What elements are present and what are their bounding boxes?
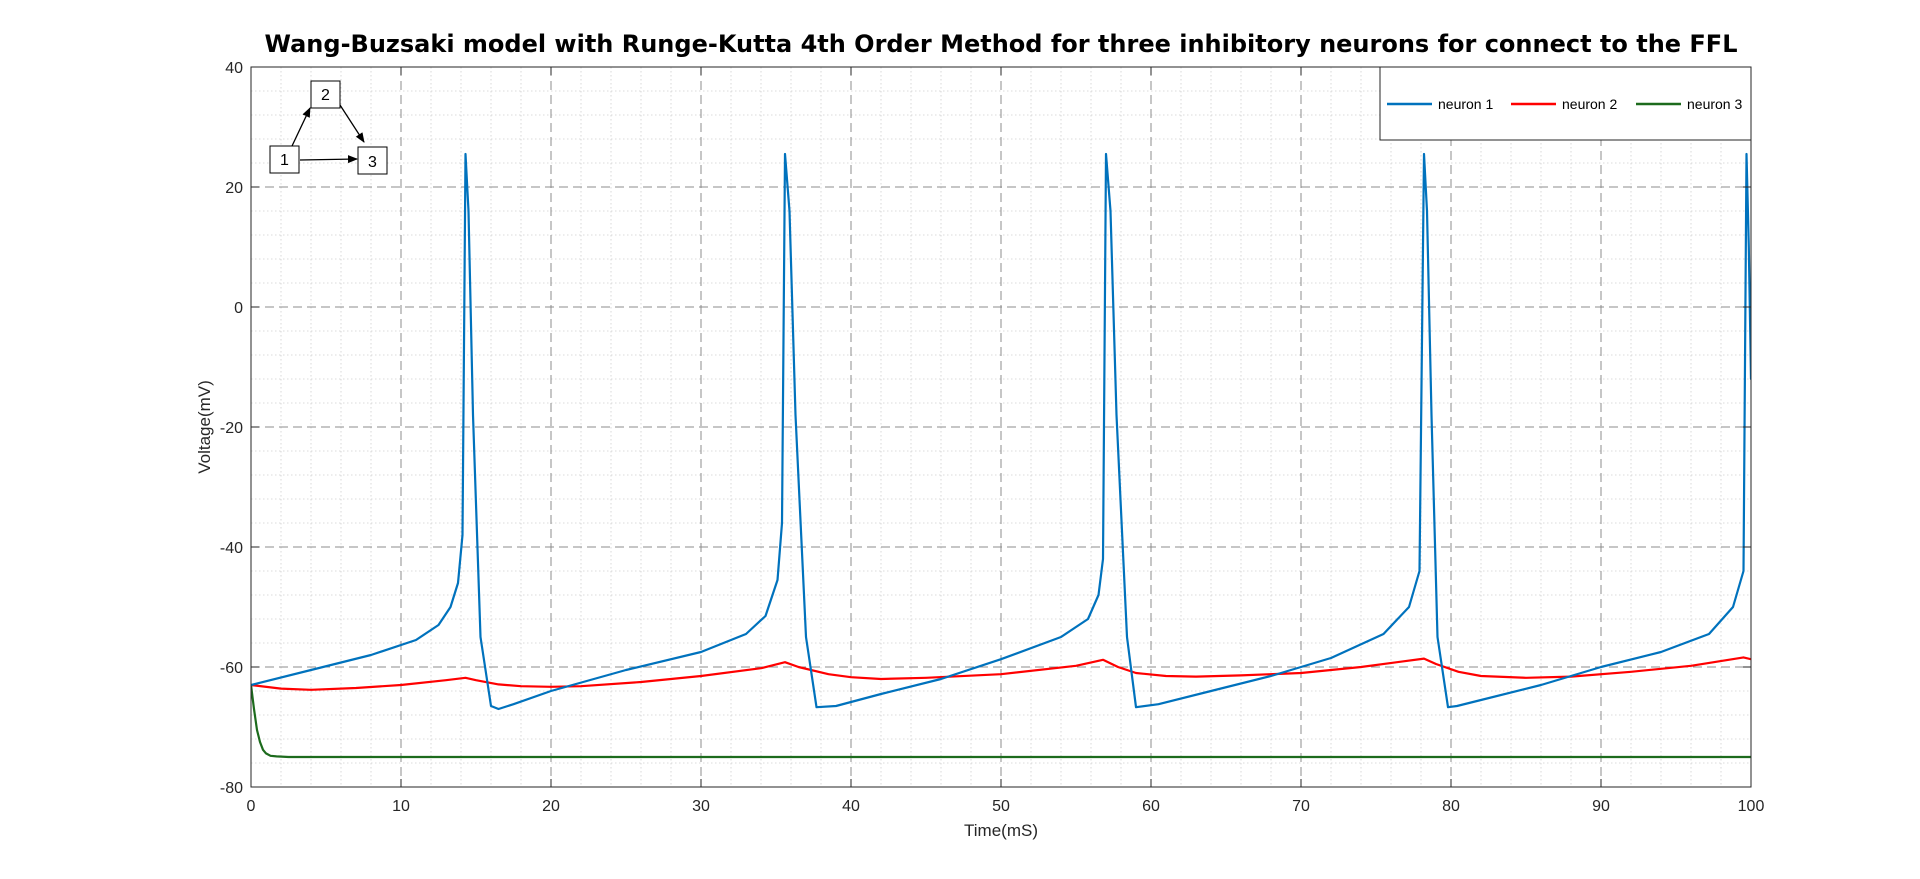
network-inset-diagram: 1 2 3 <box>269 80 388 175</box>
chart-title: Wang-Buzsaki model with Runge-Kutta 4th … <box>264 30 1737 58</box>
legend-label-neuron-1: neuron 1 <box>1438 96 1493 112</box>
series-line-neuron-1 <box>251 152 1751 711</box>
x-tick-label: 90 <box>1592 798 1610 815</box>
y-axis-label: Voltage(mV) <box>195 380 214 474</box>
y-tick-label: 0 <box>234 300 243 317</box>
series-lines <box>251 152 1751 759</box>
edge-1-to-2 <box>291 107 311 147</box>
x-tick-label: 100 <box>1738 798 1765 815</box>
legend-box <box>1379 66 1752 141</box>
x-tick-label: 0 <box>247 798 256 815</box>
x-tick-label: 80 <box>1442 798 1460 815</box>
legend: neuron 1 neuron 2 neuron 3 <box>1379 66 1752 141</box>
node-box-1 <box>269 145 300 174</box>
y-tick-label: 40 <box>225 60 243 77</box>
node-label-2: 2 <box>321 87 330 104</box>
x-tick-label: 60 <box>1142 798 1160 815</box>
y-tick-label: -60 <box>220 660 243 677</box>
legend-label-neuron-2: neuron 2 <box>1562 96 1617 112</box>
x-tick-labels: 0 10 20 30 40 50 60 70 80 90 100 <box>247 798 1765 815</box>
node-label-3: 3 <box>368 154 377 171</box>
x-tick-label: 30 <box>692 798 710 815</box>
y-tick-label: 20 <box>225 180 243 197</box>
y-tick-label: -20 <box>220 420 243 437</box>
y-tick-label: -80 <box>220 780 243 797</box>
x-tick-label: 50 <box>992 798 1010 815</box>
x-axis-label: Time(mS) <box>964 821 1038 840</box>
node-label-1: 1 <box>280 152 289 169</box>
y-tick-label: -40 <box>220 540 243 557</box>
x-tick-label: 70 <box>1292 798 1310 815</box>
x-tick-label: 10 <box>392 798 410 815</box>
x-tick-label: 40 <box>842 798 860 815</box>
x-tick-label: 20 <box>542 798 560 815</box>
node-box-3 <box>357 146 388 175</box>
edge-1-to-3 <box>299 155 358 164</box>
edge-2-to-3 <box>339 104 365 143</box>
node-box-2 <box>310 80 341 109</box>
y-tick-labels: -80 -60 -40 -20 0 20 40 <box>220 60 243 797</box>
series-line-neuron-2 <box>251 656 1751 691</box>
series-line-neuron-3 <box>251 683 1751 759</box>
legend-label-neuron-3: neuron 3 <box>1687 96 1742 112</box>
